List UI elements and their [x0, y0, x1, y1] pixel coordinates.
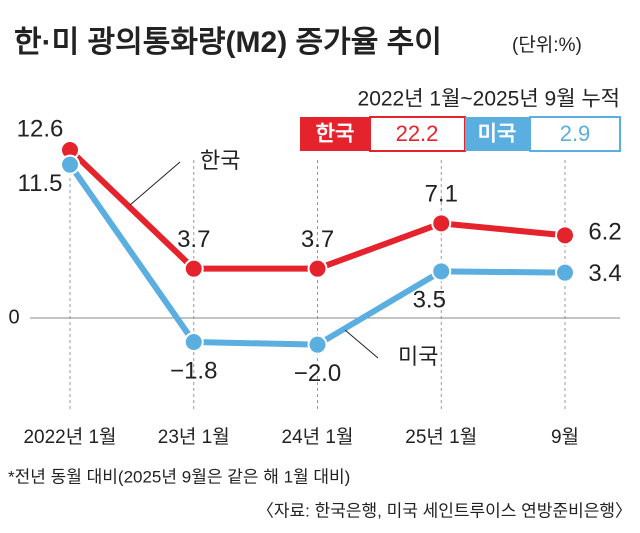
data-label: 3.5: [413, 287, 446, 314]
data-label: 3.7: [301, 226, 334, 253]
data-label: −1.8: [170, 357, 217, 384]
legend-box: [529, 116, 621, 152]
legend-box: [300, 117, 370, 151]
leader-line: [344, 329, 379, 359]
chart-title: 한·미 광의통화량(M2) 증가율 추이: [14, 26, 442, 59]
cumulative-label: 2022년 1월~2025년 9월 누적: [358, 88, 620, 111]
point: [307, 334, 328, 355]
point: [431, 261, 452, 282]
source: 〈자료: 한국은행, 미국 세인트루이스 연방준비은행〉: [257, 501, 632, 520]
footnote: *전년 동월 대비(2025년 9월은 같은 해 1월 대비): [8, 467, 350, 486]
data-label: 6.2: [588, 219, 621, 246]
x-tick-label: 23년 1월: [158, 426, 230, 448]
series-label: 한국: [200, 148, 240, 173]
legend-box: [369, 116, 466, 152]
x-tick-label: 25년 1월: [405, 426, 477, 448]
point: [555, 225, 575, 246]
legend-box: [465, 117, 530, 151]
point: [183, 332, 204, 352]
y-tick-label: 0: [8, 306, 19, 328]
x-tick-label: 24년 1월: [282, 426, 354, 448]
legend-label: 미국: [478, 123, 517, 146]
point: [60, 154, 80, 175]
cumulative-value: 22.2: [396, 121, 439, 146]
series-label: 미국: [398, 344, 438, 369]
x-tick-label: 2022년 1월: [23, 426, 116, 448]
point: [307, 258, 328, 279]
point: [183, 258, 204, 279]
data-label: 11.5: [18, 170, 63, 197]
data-label: 7.1: [425, 181, 458, 208]
cumulative-value: 2.9: [560, 121, 591, 146]
point: [555, 262, 575, 283]
data-label: 3.7: [177, 226, 210, 253]
data-label: 3.4: [588, 260, 621, 287]
legend-label: 한국: [316, 123, 355, 146]
data-label: −2.0: [294, 360, 341, 387]
leader-line: [129, 161, 181, 206]
x-tick-label: 9월: [551, 426, 579, 448]
unit-label: (단위:%): [512, 34, 582, 56]
point: [431, 213, 452, 234]
data-label: 12.6: [17, 115, 64, 142]
